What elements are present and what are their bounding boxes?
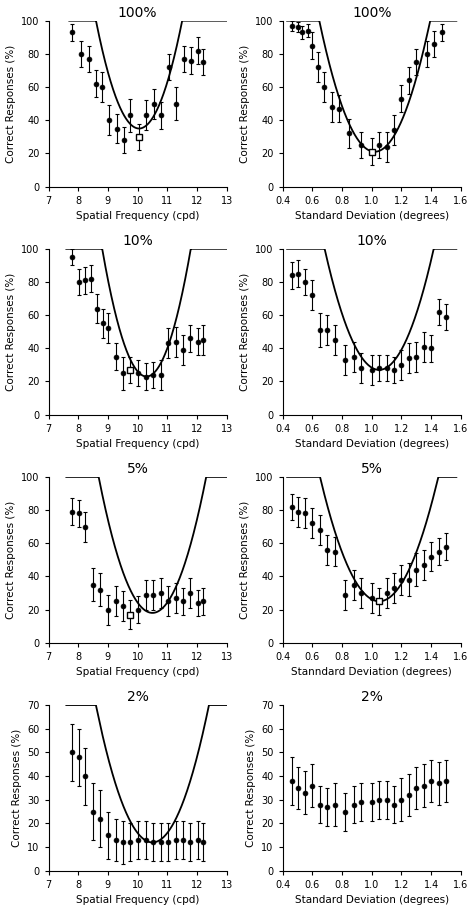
Title: 100%: 100% [352, 5, 392, 19]
X-axis label: Standard Deviation (degrees): Standard Deviation (degrees) [295, 896, 449, 906]
Title: 2%: 2% [361, 690, 383, 704]
Y-axis label: Correct Responses (%): Correct Responses (%) [240, 45, 250, 163]
X-axis label: Spatial Frequency (cpd): Spatial Frequency (cpd) [76, 668, 199, 678]
X-axis label: Standard Deviation (degrees): Standard Deviation (degrees) [295, 211, 449, 221]
Title: 2%: 2% [127, 690, 148, 704]
Y-axis label: Correct Responses (%): Correct Responses (%) [240, 272, 250, 391]
Y-axis label: Correct Responses (%): Correct Responses (%) [246, 729, 255, 847]
Title: 5%: 5% [127, 462, 148, 476]
X-axis label: Spatial Frequency (cpd): Spatial Frequency (cpd) [76, 439, 199, 449]
X-axis label: Spatial Frequency (cpd): Spatial Frequency (cpd) [76, 211, 199, 221]
Y-axis label: Correct Responses (%): Correct Responses (%) [240, 501, 250, 619]
Y-axis label: Correct Responses (%): Correct Responses (%) [6, 501, 16, 619]
Y-axis label: Correct Responses (%): Correct Responses (%) [6, 45, 16, 163]
X-axis label: Stanndard Deviation (degrees): Stanndard Deviation (degrees) [292, 668, 452, 678]
Title: 10%: 10% [356, 233, 387, 248]
X-axis label: Spatial Frequency (cpd): Spatial Frequency (cpd) [76, 896, 199, 906]
Title: 5%: 5% [361, 462, 383, 476]
Title: 100%: 100% [118, 5, 157, 19]
X-axis label: Standard Deviation (degrees): Standard Deviation (degrees) [295, 439, 449, 449]
Y-axis label: Correct Responses (%): Correct Responses (%) [11, 729, 21, 847]
Y-axis label: Correct Responses (%): Correct Responses (%) [6, 272, 16, 391]
Title: 10%: 10% [122, 233, 153, 248]
